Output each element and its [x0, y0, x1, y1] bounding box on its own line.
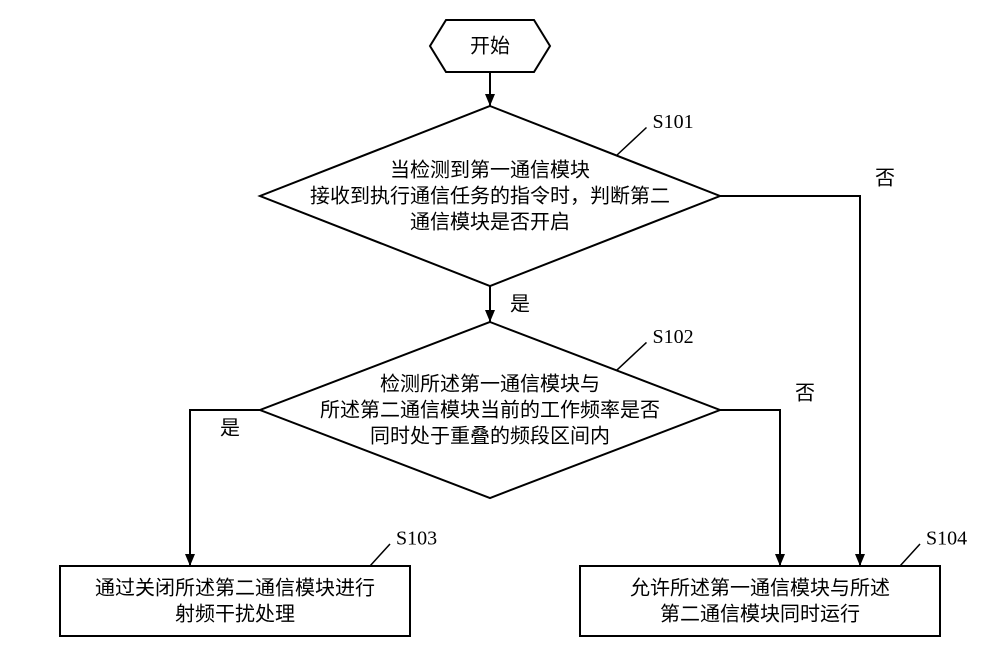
- r1-line-0: 通过关闭所述第二通信模块进行: [95, 577, 375, 600]
- d1-line-2: 通信模块是否开启: [410, 211, 570, 234]
- d1-step: S101: [653, 111, 694, 133]
- d2-line-1: 所述第二通信模块当前的工作频率是否: [320, 399, 660, 422]
- start-label: 开始: [470, 35, 510, 58]
- d1-line-1: 接收到执行通信任务的指令时，判断第二: [310, 185, 670, 208]
- d2-yes-label: 是: [220, 418, 240, 440]
- r2-step: S104: [926, 528, 967, 550]
- r1-step: S103: [396, 528, 437, 550]
- flowchart: 开始当检测到第一通信模块接收到执行通信任务的指令时，判断第二通信模块是否开启 S1…: [0, 0, 1000, 652]
- d1-no-label: 否: [875, 168, 895, 190]
- d1-line-0: 当检测到第一通信模块: [390, 159, 590, 182]
- r2-line-1: 第二通信模块同时运行: [660, 603, 860, 626]
- d2-no-label: 否: [795, 383, 815, 405]
- d2-step: S102: [653, 326, 694, 348]
- r1-line-1: 射频干扰处理: [175, 603, 295, 626]
- r2-line-0: 允许所述第一通信模块与所述: [630, 577, 890, 600]
- d2-line-0: 检测所述第一通信模块与: [380, 373, 600, 396]
- d1-yes-label: 是: [510, 294, 530, 316]
- d2-line-2: 同时处于重叠的频段区间内: [370, 425, 610, 448]
